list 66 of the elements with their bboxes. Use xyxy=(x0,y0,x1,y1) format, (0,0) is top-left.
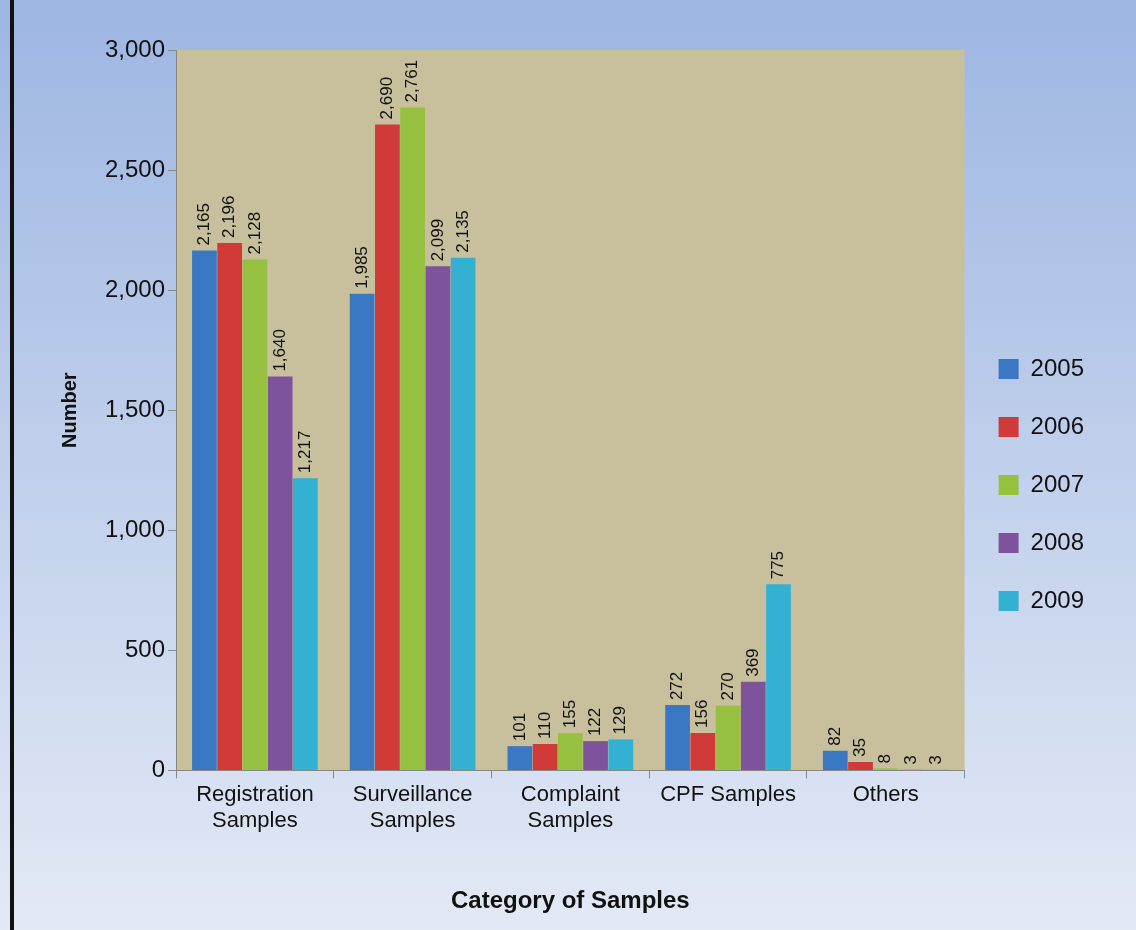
bar xyxy=(822,750,848,770)
data-label: 122 xyxy=(585,707,605,737)
bar xyxy=(665,705,690,770)
bar xyxy=(293,478,318,770)
bar xyxy=(583,741,608,770)
data-label: 110 xyxy=(534,711,554,739)
bar xyxy=(557,733,583,770)
y-axis-title: Number xyxy=(57,372,80,448)
bar xyxy=(848,762,873,770)
y-tick-label: 2,500 xyxy=(105,154,166,182)
data-label: 1,640 xyxy=(269,329,289,372)
data-label: 129 xyxy=(610,706,630,735)
data-label: 2,099 xyxy=(427,218,447,262)
data-label: 1,985 xyxy=(351,246,371,289)
data-label: 3 xyxy=(900,755,920,765)
legend-label: 2006 xyxy=(1030,411,1084,439)
bar xyxy=(608,739,634,770)
data-label: 82 xyxy=(824,726,844,746)
data-label: 8 xyxy=(875,754,895,764)
data-label: 156 xyxy=(692,699,712,728)
data-label: 35 xyxy=(850,738,870,757)
bar xyxy=(740,681,766,770)
y-tick-label: 3,000 xyxy=(105,34,166,62)
bar xyxy=(217,243,243,770)
y-tick-label: 1,500 xyxy=(105,394,166,422)
bar xyxy=(450,257,476,770)
data-label: 2,128 xyxy=(244,211,264,255)
data-label: 3 xyxy=(925,755,945,765)
y-tick-label: 0 xyxy=(151,755,166,783)
legend-label: 2008 xyxy=(1030,527,1084,555)
legend-label: 2009 xyxy=(1030,585,1084,613)
bar xyxy=(507,746,533,770)
data-label: 369 xyxy=(742,648,762,677)
legend-label: 2007 xyxy=(1030,469,1084,497)
y-tick-label: 2,000 xyxy=(105,274,166,302)
bar xyxy=(192,250,217,770)
bar xyxy=(349,293,375,770)
x-tick-label: Complaint Samples xyxy=(520,780,620,833)
bar xyxy=(375,124,400,770)
data-label: 270 xyxy=(717,672,737,701)
data-label: 272 xyxy=(667,671,687,701)
data-label: 2,135 xyxy=(452,210,472,253)
bar xyxy=(715,705,741,770)
x-tick-label: CPF Samples xyxy=(660,780,796,806)
data-label: 2,761 xyxy=(402,59,422,103)
bar xyxy=(267,376,293,770)
legend-label: 2005 xyxy=(1030,353,1084,381)
data-label: 1,217 xyxy=(295,430,315,474)
x-tick-label: Surveillance Samples xyxy=(352,780,473,833)
data-label: 2,165 xyxy=(194,202,214,246)
bar xyxy=(400,107,425,770)
bar xyxy=(766,584,791,770)
data-label: 155 xyxy=(560,699,580,729)
bar xyxy=(425,266,451,770)
y-tick-label: 1,000 xyxy=(105,514,166,542)
data-label: 775 xyxy=(768,550,788,580)
x-tick-label: Registration Samples xyxy=(196,780,314,833)
x-tick-label: Others xyxy=(852,780,919,806)
bar xyxy=(532,743,558,770)
data-label: 2,690 xyxy=(377,76,397,120)
x-axis-title: Category of Samples xyxy=(450,886,690,914)
data-label: 101 xyxy=(509,712,529,742)
data-label: 2,196 xyxy=(219,195,239,239)
bar xyxy=(690,732,716,770)
bar xyxy=(242,259,268,770)
y-tick-label: 500 xyxy=(125,634,166,662)
